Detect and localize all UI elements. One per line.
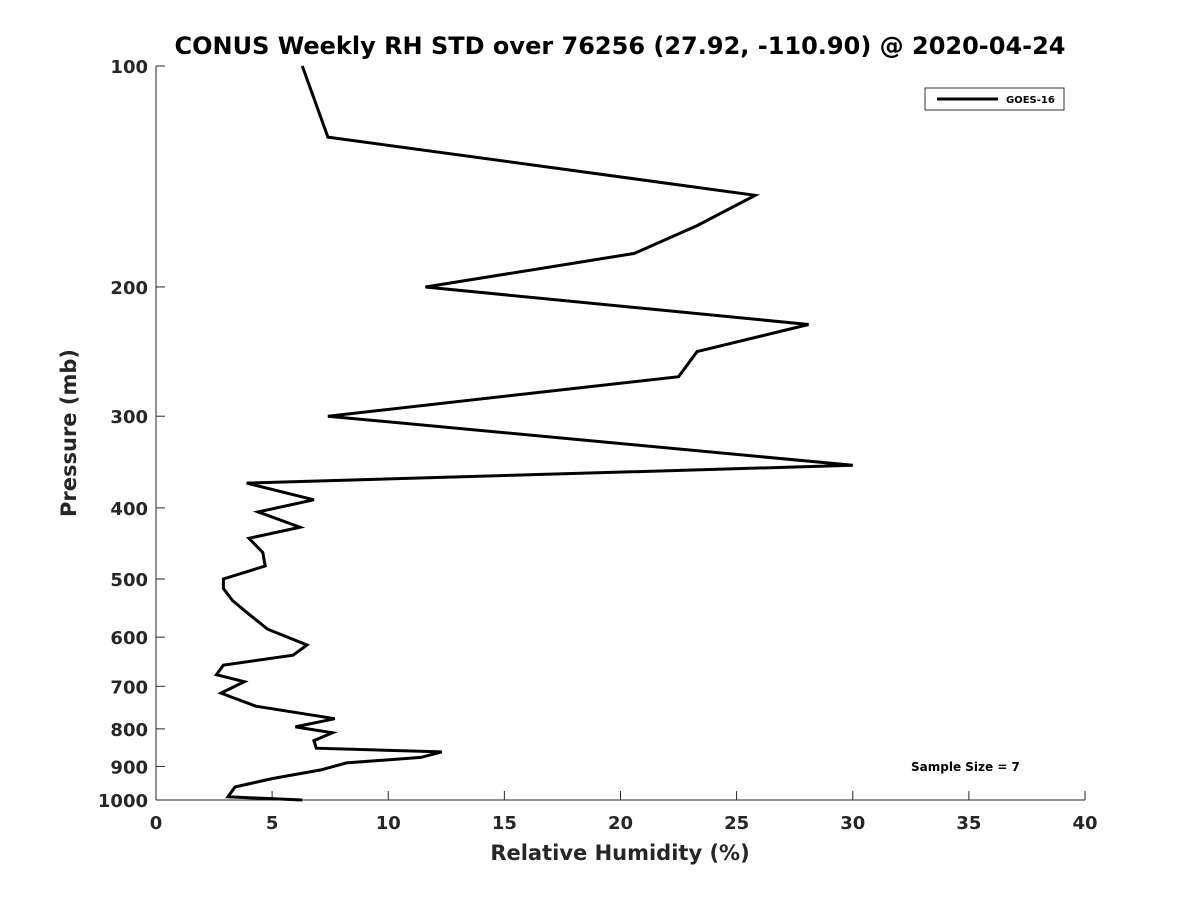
y-tick-label: 900 bbox=[110, 757, 148, 778]
x-tick-label: 5 bbox=[266, 813, 279, 834]
x-tick-label: 20 bbox=[608, 813, 633, 834]
series-line-goes-16 bbox=[213, 65, 853, 802]
y-ticks: 100 200 300 400 500 600 700 800 900 1000 bbox=[98, 57, 165, 812]
legend: GOES-16 bbox=[924, 87, 1065, 111]
chart-title: CONUS Weekly RH STD over 76256 (27.92, -… bbox=[174, 32, 1065, 60]
x-axis-label: Relative Humidity (%) bbox=[490, 841, 749, 865]
x-tick-label: 40 bbox=[1072, 813, 1097, 834]
y-tick-label: 300 bbox=[110, 407, 148, 428]
x-tick-label: 35 bbox=[956, 813, 981, 834]
series-layer bbox=[213, 65, 853, 802]
y-tick-label: 500 bbox=[110, 570, 148, 591]
x-tick-label: 0 bbox=[150, 813, 163, 834]
x-tick-label: 25 bbox=[724, 813, 749, 834]
x-tick-label: 30 bbox=[840, 813, 865, 834]
y-tick-label: 700 bbox=[110, 677, 148, 698]
x-tick-label: 15 bbox=[492, 813, 517, 834]
y-tick-label: 100 bbox=[110, 57, 148, 78]
x-ticks: 0 5 10 15 20 25 30 35 40 bbox=[150, 791, 1098, 834]
x-tick-label: 10 bbox=[376, 813, 401, 834]
y-tick-label: 800 bbox=[110, 720, 148, 741]
y-tick-label: 400 bbox=[110, 499, 148, 520]
y-tick-label: 200 bbox=[110, 278, 148, 299]
legend-label: GOES-16 bbox=[1006, 95, 1055, 106]
y-tick-label: 1000 bbox=[98, 791, 148, 812]
y-axis-label: Pressure (mb) bbox=[57, 349, 81, 517]
y-tick-label: 600 bbox=[110, 628, 148, 649]
sample-size-annotation: Sample Size = 7 bbox=[911, 760, 1020, 774]
